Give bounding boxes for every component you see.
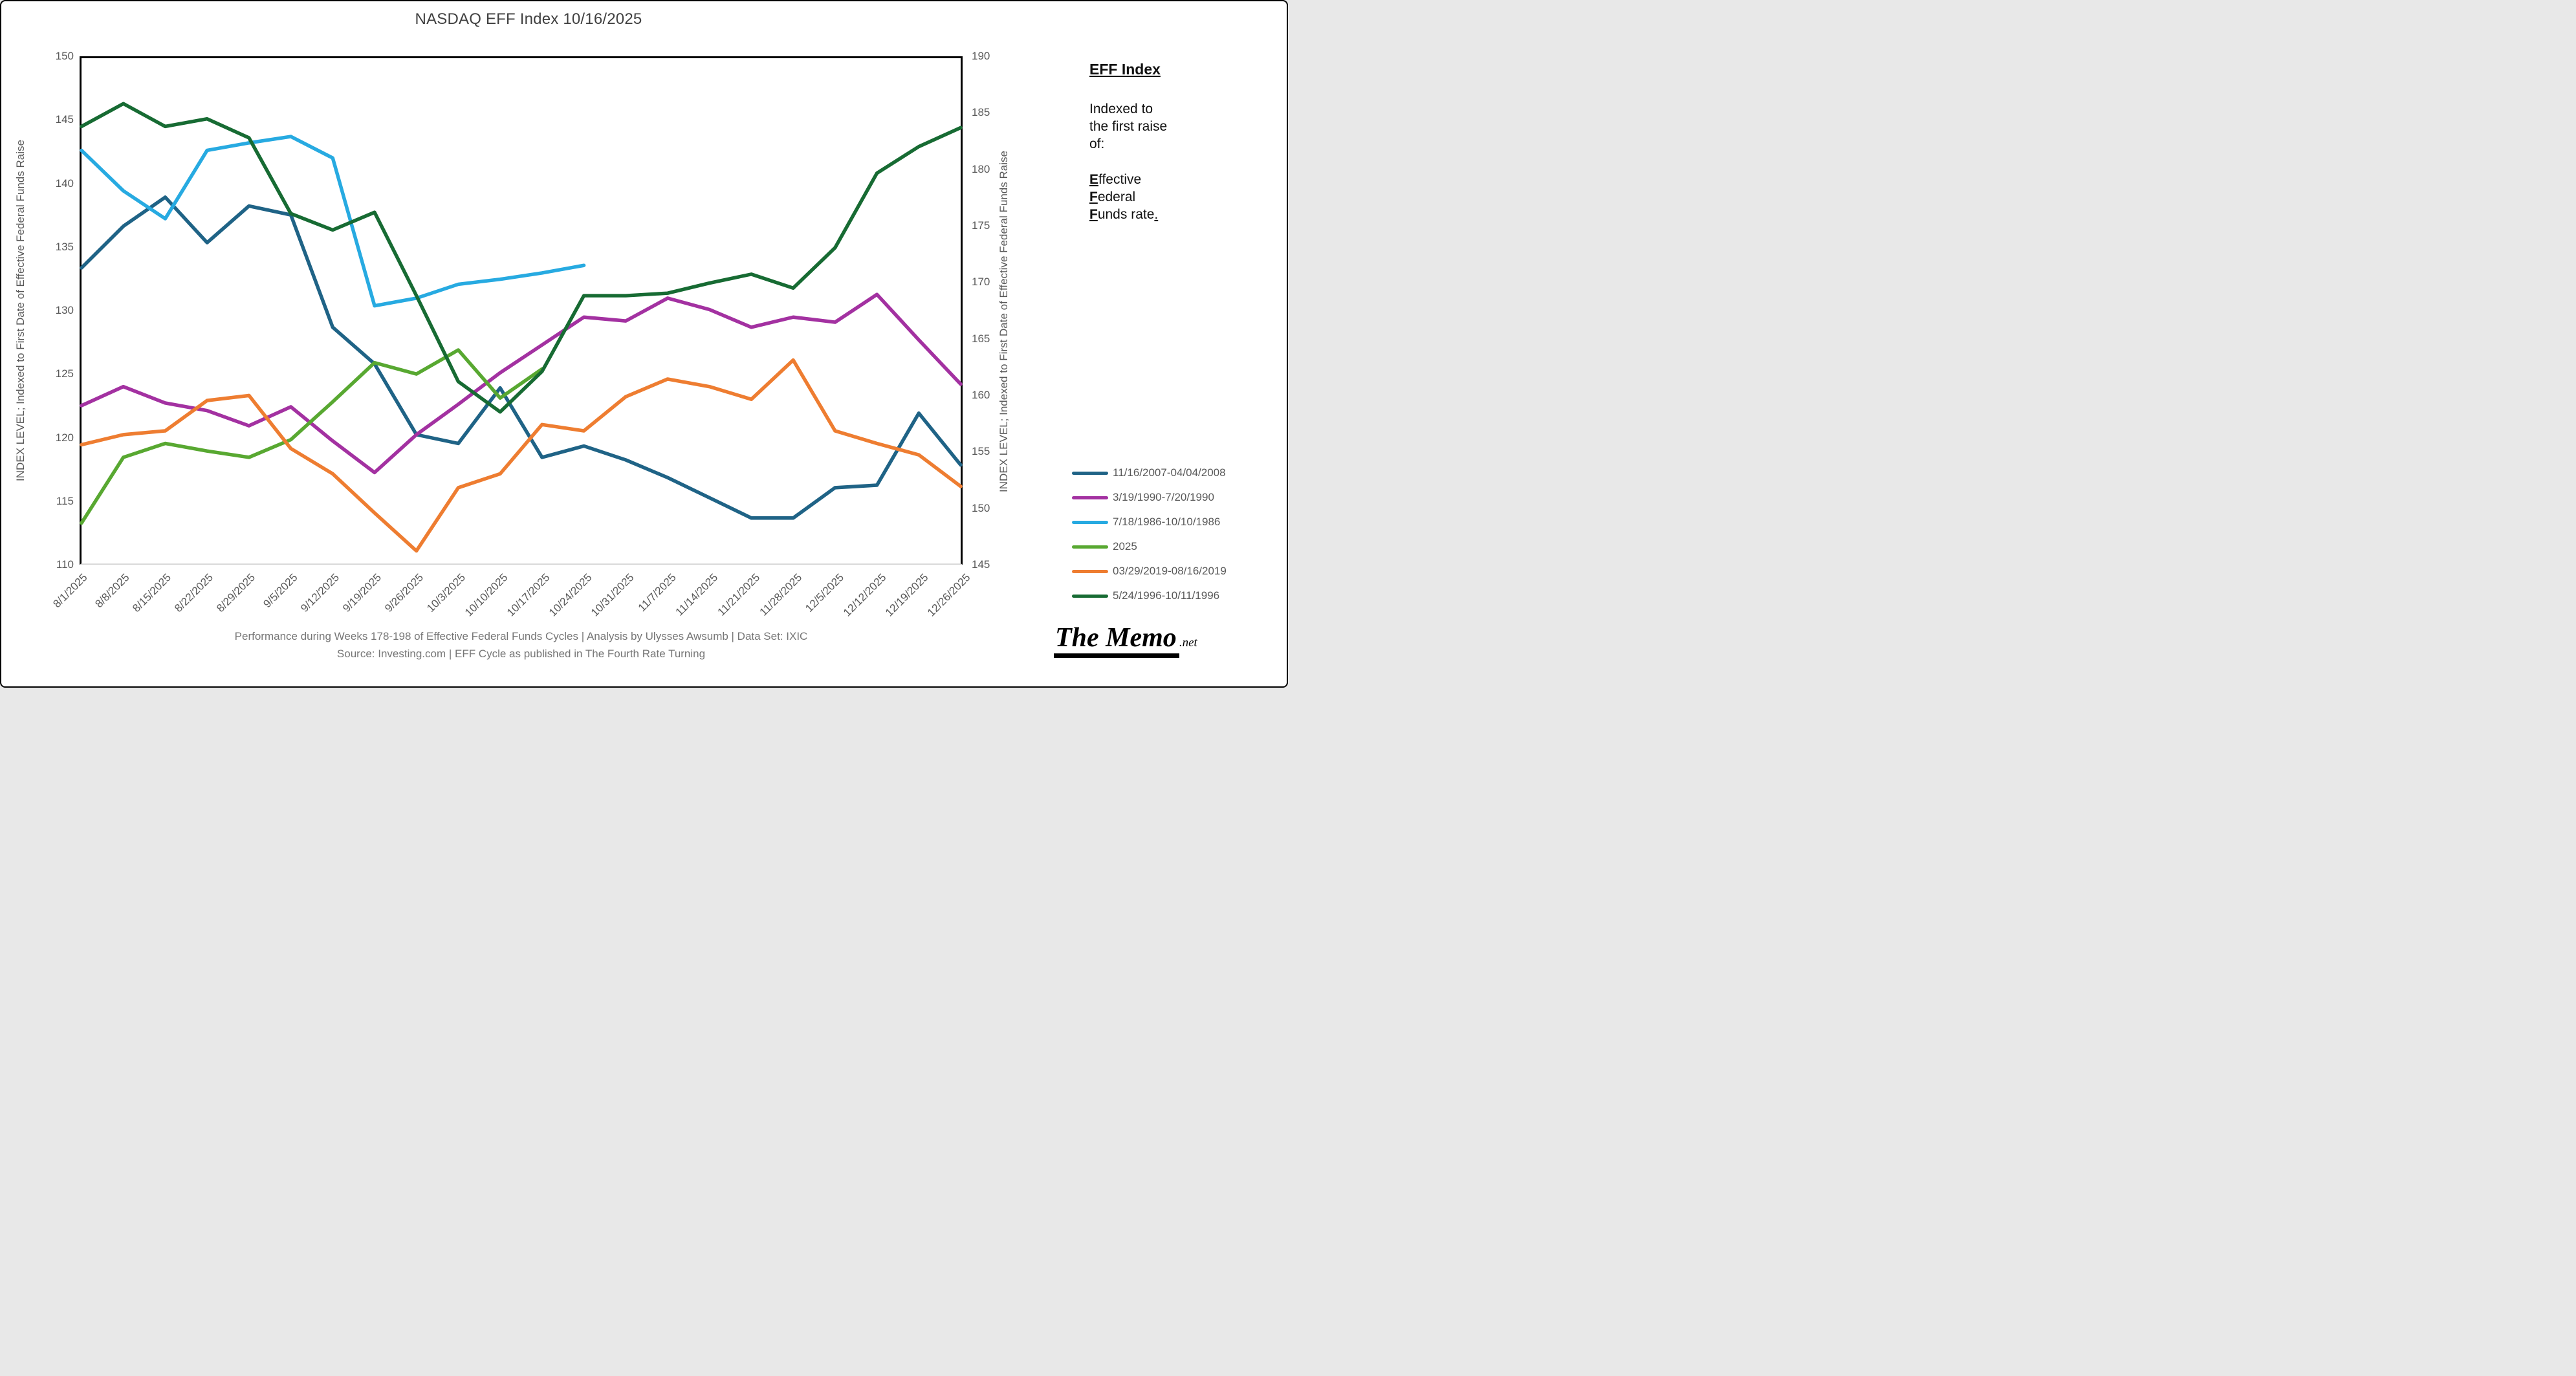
y-axis-tick-right: 145: [972, 558, 990, 571]
y-axis-tick-left: 120: [55, 431, 74, 444]
x-axis-label: 8/8/2025: [93, 571, 132, 611]
series-line-2025: [80, 348, 544, 525]
x-axis-label: 11/7/2025: [635, 571, 679, 615]
legend-label: 5/24/1996-10/11/1996: [1113, 589, 1220, 602]
series-line-11/16/2007-04/04/2008: [80, 195, 963, 520]
side-note-eff-line: Federal: [1089, 190, 1136, 204]
side-note-eff-words: Effective Federal Funds rate.: [1089, 171, 1258, 223]
series-line-7/18/1986-10/10/1986: [80, 135, 586, 308]
legend-swatch: [1072, 471, 1108, 475]
x-axis-label: 8/15/2025: [130, 571, 174, 615]
side-note-line: of:: [1089, 137, 1105, 151]
legend-item: 11/16/2007-04/04/2008: [1072, 461, 1227, 485]
chart-legend: 11/16/2007-04/04/2008 3/19/1990-7/20/1990…: [1072, 461, 1227, 608]
y-axis-tick-right: 170: [972, 276, 990, 289]
y-axis-tick-left: 125: [55, 367, 74, 380]
x-axis-label: 12/12/2025: [840, 571, 889, 619]
x-axis-label: 9/19/2025: [340, 571, 384, 615]
side-note-eff-line: Funds rate.: [1089, 207, 1159, 222]
left-axis-title: INDEX LEVEL; Indexed to First Date of Ef…: [14, 140, 27, 481]
x-axis-label: 11/21/2025: [715, 571, 763, 618]
legend-item: 03/29/2019-08/16/2019: [1072, 559, 1227, 584]
legend-item: 3/19/1990-7/20/1990: [1072, 485, 1227, 510]
legend-label: 7/18/1986-10/10/1986: [1113, 516, 1221, 528]
y-axis-tick-right: 175: [972, 219, 990, 232]
legend-swatch: [1072, 520, 1108, 524]
legend-item: 7/18/1986-10/10/1986: [1072, 510, 1227, 534]
chart-figure: NASDAQ EFF Index 10/16/2025 INDEX LEVEL;…: [0, 0, 1288, 688]
x-axis-label: 9/26/2025: [382, 571, 426, 615]
side-note-heading: EFF Index: [1089, 61, 1161, 78]
series-line-03/29/2019-08/16/2019: [80, 358, 963, 553]
y-axis-tick-right: 185: [972, 106, 990, 119]
y-axis-tick-left: 150: [55, 50, 74, 62]
x-axis-label: 11/14/2025: [673, 571, 721, 618]
x-axis-label: 10/3/2025: [424, 571, 468, 615]
y-axis-tick-right: 160: [972, 389, 990, 401]
x-axis-label: 9/5/2025: [261, 571, 300, 611]
plot-area: [80, 56, 963, 565]
legend-item: 5/24/1996-10/11/1996: [1072, 584, 1227, 608]
x-axis-label: 12/5/2025: [803, 571, 847, 615]
y-axis-tick-left: 115: [56, 494, 74, 507]
x-axis-label: 8/1/2025: [50, 571, 90, 611]
brand-logo: The Memo .net: [1054, 624, 1197, 659]
y-axis-tick-right: 180: [972, 162, 990, 175]
x-axis-label: 12/26/2025: [924, 571, 973, 619]
legend-swatch: [1072, 594, 1108, 598]
x-axis-label: 8/29/2025: [214, 571, 258, 615]
x-axis-label: 11/28/2025: [757, 571, 805, 618]
legend-swatch: [1072, 569, 1108, 573]
y-axis-tick-right: 155: [972, 445, 990, 458]
brand-name: The Memo: [1054, 624, 1179, 659]
x-axis-label: 10/24/2025: [546, 571, 595, 619]
legend-label: 2025: [1113, 540, 1137, 552]
series-line-3/19/1990-7/20/1990: [80, 292, 963, 475]
y-axis-tick-right: 165: [972, 332, 990, 345]
x-axis-label: 9/12/2025: [298, 571, 342, 615]
legend-swatch: [1072, 496, 1108, 499]
legend-label: 03/29/2019-08/16/2019: [1113, 565, 1227, 577]
side-note-eff-line: Effective: [1089, 172, 1142, 187]
brand-suffix: .net: [1179, 636, 1197, 650]
caption-line-1: Performance during Weeks 178-198 of Effe…: [234, 630, 808, 642]
y-axis-tick-left: 130: [55, 304, 74, 316]
y-axis-tick-right: 190: [972, 50, 990, 62]
side-note: EFF Index Indexed to the first raise of:…: [1089, 61, 1258, 223]
y-axis-tick-left: 145: [55, 113, 74, 126]
line-chart: [80, 102, 963, 553]
side-note-line: the first raise: [1089, 119, 1168, 134]
y-axis-tick-left: 140: [55, 177, 74, 190]
legend-label: 3/19/1990-7/20/1990: [1113, 491, 1214, 503]
legend-label: 11/16/2007-04/04/2008: [1113, 466, 1226, 479]
x-axis-label: 8/22/2025: [172, 571, 216, 615]
series-line-5/24/1996-10/11/1996: [80, 102, 963, 414]
legend-swatch: [1072, 545, 1108, 549]
x-axis-label: 12/19/2025: [882, 571, 931, 619]
side-note-line: Indexed to: [1089, 102, 1153, 116]
y-axis-tick-left: 135: [55, 240, 74, 253]
chart-title: NASDAQ EFF Index 10/16/2025: [415, 10, 642, 28]
x-axis-label: 10/10/2025: [462, 571, 510, 619]
y-axis-tick-right: 150: [972, 501, 990, 514]
x-axis-label: 10/17/2025: [504, 571, 552, 619]
x-axis-label: 10/31/2025: [588, 571, 637, 619]
y-axis-tick-left: 110: [56, 558, 74, 571]
legend-item: 2025: [1072, 534, 1227, 559]
caption-line-2: Source: Investing.com | EFF Cycle as pub…: [336, 648, 706, 660]
right-axis-title: INDEX LEVEL; Indexed to First Date of Ef…: [998, 151, 1010, 492]
